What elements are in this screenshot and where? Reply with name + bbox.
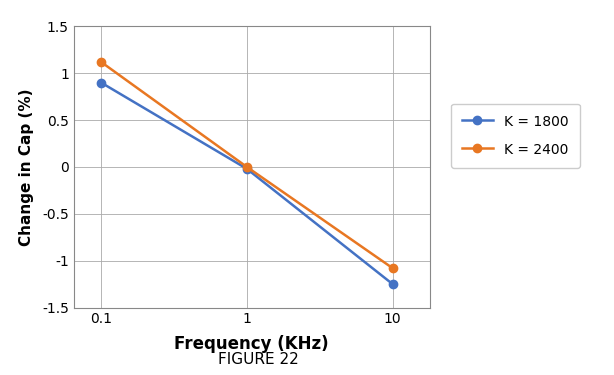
K = 1800 <box>97 80 104 85</box>
Line: K = 1800: K = 1800 <box>97 78 397 288</box>
X-axis label: Frequency (KHz): Frequency (KHz) <box>174 335 329 353</box>
Line: K = 2400: K = 2400 <box>97 58 397 272</box>
K = 1800 <box>389 282 396 286</box>
K = 2400 <box>389 266 396 270</box>
Text: FIGURE 22: FIGURE 22 <box>217 352 298 368</box>
K = 2400 <box>97 60 104 64</box>
Legend: K = 1800, K = 2400: K = 1800, K = 2400 <box>451 104 580 168</box>
K = 1800 <box>243 166 251 171</box>
Y-axis label: Change in Cap (%): Change in Cap (%) <box>18 88 34 246</box>
K = 2400 <box>243 165 251 169</box>
